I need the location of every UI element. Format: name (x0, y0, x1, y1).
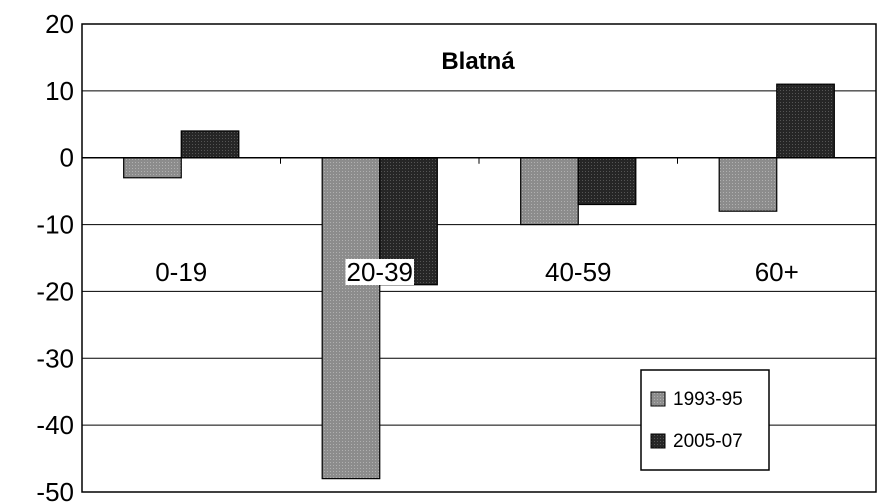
bar-2005-07-0-19 (180, 130, 240, 159)
bar-1993-95-0-19 (123, 157, 182, 179)
category-label-group: 60+ (753, 257, 800, 287)
chart-title: Blatná (441, 48, 515, 75)
x-axis-ticks (280, 157, 678, 164)
y-tick-label: -50 (36, 477, 74, 503)
category-label: 20-39 (347, 257, 414, 287)
category-label-background (753, 259, 800, 285)
category-label-background (154, 259, 209, 285)
bar-1993-95-20-39 (321, 157, 381, 480)
category-label-group: 40-59 (544, 257, 613, 287)
legend-label-1993-95: 1993-95 (673, 389, 743, 410)
bars (123, 83, 835, 480)
bar-1993-95-60+ (718, 157, 778, 212)
category-label-group: 0-19 (154, 257, 209, 287)
category-labels: 0-19 20-39 40-59 60+ (154, 257, 800, 287)
bar-2005-07-40-59 (577, 157, 637, 206)
category-label: 0-19 (155, 257, 207, 287)
category-label-background (345, 259, 414, 285)
bar-2005-07-60+ (776, 83, 835, 159)
category-label-background (544, 259, 613, 285)
legend-box (640, 369, 770, 471)
y-tick-label: 0 (60, 143, 74, 173)
y-tick-label: -30 (36, 343, 74, 373)
category-label: 40-59 (545, 257, 612, 287)
category-label: 60+ (755, 257, 799, 287)
legend: 1993-95 2005-07 (640, 369, 770, 471)
legend-label-2005-07: 2005-07 (673, 431, 743, 452)
y-tick-label: 20 (45, 9, 74, 39)
legend-swatch-1993-95 (650, 391, 666, 407)
y-tick-label: 10 (45, 76, 74, 106)
y-axis-ticks: 20 10 0 -10 -20 -30 -40 -50 (36, 9, 74, 503)
y-tick-label: -10 (36, 210, 74, 240)
y-tick-label: -40 (36, 410, 74, 440)
bar-1993-95-40-59 (520, 157, 579, 226)
legend-swatch-2005-07 (650, 433, 666, 449)
category-label-group: 20-39 (345, 257, 414, 287)
y-tick-label: -20 (36, 276, 74, 306)
